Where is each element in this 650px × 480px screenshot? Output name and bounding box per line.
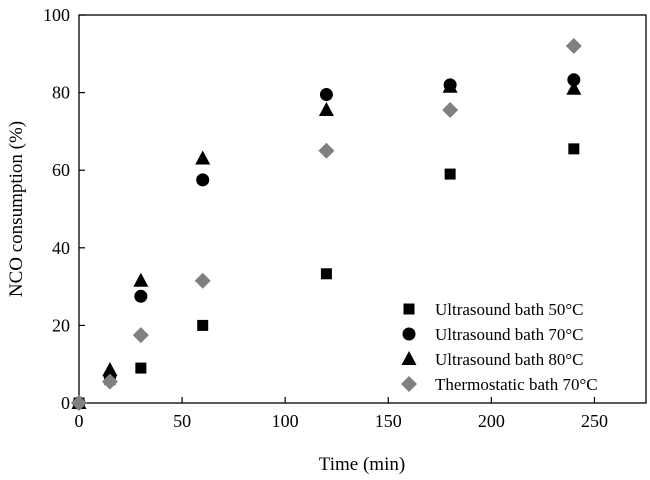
circle-data-point [196, 173, 210, 187]
legend-label: Thermostatic bath 70°C [435, 375, 598, 394]
x-tick-label: 50 [173, 411, 191, 431]
plot-frame [78, 14, 647, 404]
legend-label: Ultrasound bath 50°C [435, 300, 583, 319]
triangle-data-point [566, 80, 582, 95]
tick-marks: 0 50 100 150 200 250 0 20 40 60 80 100 [43, 5, 608, 431]
triangle-data-point [318, 102, 334, 117]
square-data-point [197, 319, 209, 331]
axes [78, 14, 647, 404]
triangle-data-point [195, 150, 211, 165]
x-axis-title: Time (min) [319, 454, 405, 475]
x-tick-label: 100 [272, 411, 299, 431]
square-data-point [135, 362, 147, 374]
y-tick-label: 60 [52, 160, 70, 180]
square-data-point [320, 268, 332, 280]
legend-marker-circle [402, 327, 416, 341]
diamond-data-point [101, 373, 118, 390]
legend-marker-square [403, 303, 415, 315]
legend-marker-diamond [401, 376, 417, 392]
y-tick-label: 20 [52, 315, 70, 335]
legend-marker-triangle [401, 351, 417, 365]
circle-data-point [567, 73, 581, 87]
square-data-point [568, 143, 580, 155]
x-tick-label: 250 [581, 411, 608, 431]
diamond-data-point [71, 395, 87, 411]
circle-data-point [134, 289, 148, 303]
y-tick-label: 0 [61, 393, 70, 413]
y-axis-title: NCO consumption (%) [6, 121, 27, 297]
legend-label: Ultrasound bath 80°C [435, 350, 583, 369]
diamond-data-point [565, 38, 582, 55]
legend-label: Ultrasound bath 70°C [435, 325, 583, 344]
x-tick-label: 150 [375, 411, 402, 431]
triangle-data-point [133, 272, 149, 287]
y-tick-label: 80 [52, 83, 70, 103]
y-tick-label: 40 [52, 238, 70, 258]
x-tick-label: 200 [478, 411, 505, 431]
legend: Ultrasound bath 50°C Ultrasound bath 70°C… [401, 300, 598, 394]
triangle-data-point [442, 78, 458, 93]
diamond-data-point [318, 142, 335, 159]
circle-data-point [319, 88, 333, 102]
triangle-data-point [102, 362, 118, 377]
diamond-data-point [132, 327, 149, 344]
data-points [71, 38, 582, 411]
y-tick-label: 100 [43, 5, 70, 25]
diamond-data-point [194, 272, 211, 289]
x-tick-label: 0 [75, 411, 84, 431]
square-data-point [444, 168, 456, 180]
diamond-data-point [442, 102, 459, 119]
